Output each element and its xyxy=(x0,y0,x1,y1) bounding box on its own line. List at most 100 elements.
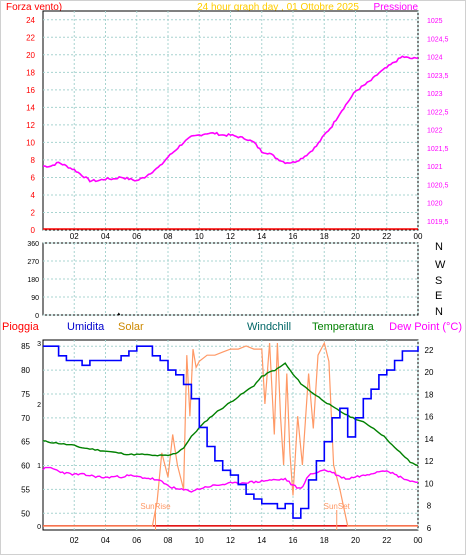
temperature-y-tick: 18 xyxy=(425,390,434,399)
pressure-y-tick: 1025 xyxy=(427,18,443,25)
multi-x-tick: 16 xyxy=(289,536,298,545)
wind-y-tick: 14 xyxy=(26,103,35,112)
rain-y-tick: 1 xyxy=(37,463,41,470)
legend-label: Pioggia xyxy=(2,321,40,333)
temperature-y-tick: 6 xyxy=(427,524,432,533)
wind-direction-trace xyxy=(117,312,121,316)
pressure-y-tick: 1021 xyxy=(427,164,443,171)
pressure-y-tick: 1021,5 xyxy=(427,146,449,153)
humidity-y-tick: 85 xyxy=(21,342,30,351)
multi-x-tick: 10 xyxy=(195,536,204,545)
pressure-line xyxy=(42,55,419,183)
sun-annotations: SunRise SunSet xyxy=(140,502,351,530)
legend-label: Umidita xyxy=(67,321,105,333)
sunset-label: SunSet xyxy=(324,502,351,511)
wind-y-tick: 10 xyxy=(26,138,35,147)
right-axis-title: Pressione xyxy=(374,2,419,13)
compass-label: S xyxy=(435,275,442,287)
multi-x-tick: 08 xyxy=(164,536,173,545)
wind-y-tick: 6 xyxy=(31,173,36,182)
multi-x-tick: 22 xyxy=(382,536,391,545)
legend-label: Solar xyxy=(118,321,144,333)
humidity-line xyxy=(43,345,419,519)
wind-direction-y-ticks: 0 90 180 270 360 xyxy=(27,241,39,320)
pressure-y-tick: 1024 xyxy=(427,55,443,62)
wind-y-tick: 2 xyxy=(31,208,36,217)
wind-y-tick: 8 xyxy=(31,156,36,165)
multi-x-tick: 06 xyxy=(132,536,141,545)
pressure-x-tick: 00 xyxy=(414,232,423,241)
rain-y-tick: 2 xyxy=(37,402,41,409)
wind-y-tick: 18 xyxy=(26,68,35,77)
legend-label: Windchill xyxy=(247,321,291,333)
multi-x-ticks: 02 04 06 08 10 12 14 16 18 20 22 00 xyxy=(70,536,423,545)
pressure-x-tick: 22 xyxy=(382,232,391,241)
wind-direction-y-tick: 0 xyxy=(35,313,39,320)
compass-label: W xyxy=(435,259,446,271)
dew-point-line xyxy=(42,466,419,493)
temperature-y-tick: 22 xyxy=(425,346,434,355)
pressure-x-tick: 04 xyxy=(101,232,110,241)
temperature-y-tick: 14 xyxy=(425,435,434,444)
multi-x-tick: 20 xyxy=(351,536,360,545)
temperature-y-tick: 10 xyxy=(425,479,434,488)
multi-x-tick: 02 xyxy=(70,536,79,545)
solar-line xyxy=(43,341,418,527)
pressure-x-tick: 14 xyxy=(257,232,266,241)
wind-direction-y-tick: 180 xyxy=(27,277,39,284)
humidity-y-tick: 75 xyxy=(21,390,30,399)
humidity-y-tick: 70 xyxy=(21,414,30,423)
wind-y-tick: 16 xyxy=(26,86,35,95)
humidity-y-tick: 65 xyxy=(21,438,30,447)
wind-direction-y-tick: 270 xyxy=(27,259,39,266)
humidity-y-tick: 55 xyxy=(21,485,30,494)
pressure-x-tick: 10 xyxy=(195,232,204,241)
rain-solar-y-ticks: 0 1 2 3 xyxy=(37,341,41,531)
multi-x-tick: 00 xyxy=(414,536,423,545)
legend-label: Temperatura xyxy=(312,321,375,333)
pressure-y-tick: 1023 xyxy=(427,91,443,98)
temperature-y-ticks: 6 8 10 12 14 16 18 20 22 xyxy=(425,346,434,533)
temperature-y-tick: 20 xyxy=(425,368,434,377)
humidity-y-ticks: 50 55 60 65 70 75 80 85 xyxy=(21,342,30,518)
multi-panel-legend: Pioggia Umidita Solar Windchill Temperatura D… xyxy=(2,321,462,333)
wind-direction-y-tick: 360 xyxy=(27,241,39,248)
legend-label: Dew Point (°C) xyxy=(389,321,462,333)
wind-y-tick: 4 xyxy=(31,191,36,200)
humidity-y-tick: 50 xyxy=(21,509,30,518)
compass-label: N xyxy=(435,306,443,318)
multi-panel: 02 04 06 08 10 12 14 16 18 20 22 00 505560657075808… xyxy=(21,339,434,545)
wind-y-tick: 12 xyxy=(26,121,35,130)
compass-label: E xyxy=(435,290,442,302)
wind-y-tick: 22 xyxy=(26,33,35,42)
pressure-y-tick: 1020 xyxy=(427,201,443,208)
wind-direction-grid xyxy=(43,242,419,316)
pressure-y-tick: 1019,5 xyxy=(427,219,449,226)
multi-x-tick: 04 xyxy=(101,536,110,545)
pressure-series xyxy=(42,55,419,230)
wind-y-tick: 20 xyxy=(26,51,35,60)
pressure-y-ticks: 1019,5 1020 1020,5 1021 1021,5 1022 1022,5 1023… xyxy=(427,18,449,226)
pressure-y-tick: 1024,5 xyxy=(427,36,449,43)
pressure-y-tick: 1022 xyxy=(427,128,443,135)
pressure-y-tick: 1023,5 xyxy=(427,73,449,80)
sunrise-label: SunRise xyxy=(140,502,171,511)
pressure-x-tick: 08 xyxy=(164,232,173,241)
pressure-x-tick: 20 xyxy=(351,232,360,241)
pressure-y-tick: 1020,5 xyxy=(427,182,449,189)
pressure-x-tick: 12 xyxy=(226,232,235,241)
pressure-x-tick: 16 xyxy=(289,232,298,241)
multi-x-tick: 12 xyxy=(226,536,235,545)
pressure-x-tick: 02 xyxy=(70,232,79,241)
humidity-y-tick: 60 xyxy=(21,462,30,471)
wind-y-tick: 24 xyxy=(26,16,35,25)
temperature-y-tick: 12 xyxy=(425,457,434,466)
wind-direction-series xyxy=(117,312,121,316)
multi-series xyxy=(42,341,419,527)
pressure-x-tick: 18 xyxy=(320,232,329,241)
compass-label: N xyxy=(435,241,443,253)
left-axis-title: Forza vento) xyxy=(6,2,62,13)
